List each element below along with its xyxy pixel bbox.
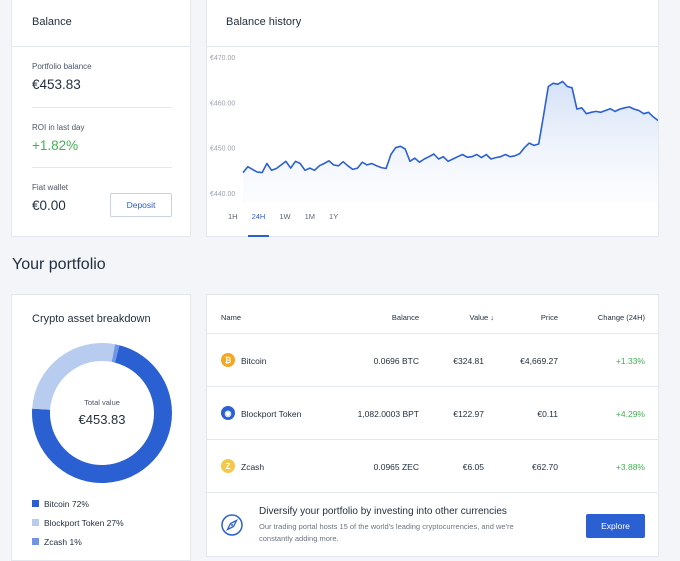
cell-price: €62.70 [532, 462, 558, 472]
tab-1m[interactable]: 1M [304, 212, 316, 221]
cell-change: +4.29% [615, 409, 645, 419]
portfolio-balance-label: Portfolio balance [32, 62, 92, 71]
asset-donut-chart: Total value €453.83 [32, 343, 173, 483]
tab-1y[interactable]: 1Y [329, 212, 339, 221]
cell-name: Zcash [241, 462, 265, 472]
promo-text: Our trading portal hosts 15 of the world… [259, 521, 514, 545]
legend-swatch [32, 519, 39, 526]
balance-history-title: Balance history [226, 16, 302, 28]
cell-balance: 0.0696 BTC [373, 356, 419, 366]
holdings-table: Name Balance Value ↓ Price Change (24H) … [206, 294, 659, 557]
col-change-header[interactable]: Change (24H) [597, 313, 645, 322]
tab-1h[interactable]: 1H [228, 212, 238, 221]
table-row[interactable]: ◉ Blockport Token 1,082.0003 BPT €122.97 €0.… [207, 386, 658, 439]
portfolio-heading: Your portfolio [12, 256, 106, 273]
promo-text-line: Our trading portal hosts 15 of the world… [259, 522, 514, 531]
divider [32, 107, 172, 108]
diversify-promo: Diversify your portfolio by investing in… [207, 492, 658, 556]
tab-1w[interactable]: 1W [279, 212, 291, 221]
time-range-tabs: 1H 24H 1W 1M 1Y [221, 212, 345, 237]
col-name-header[interactable]: Name [221, 313, 242, 322]
cell-balance: 0.0965 ZEC [373, 462, 419, 472]
cell-balance: 1,082.0003 BPT [357, 409, 419, 419]
cell-price: €4,669.27 [520, 356, 558, 366]
balance-title: Balance [32, 16, 72, 28]
fiat-wallet-label: Fiat wallet [32, 183, 69, 192]
legend-swatch [32, 500, 39, 507]
roi-label: ROI in last day [32, 123, 85, 132]
portfolio-balance-value: €453.83 [32, 77, 81, 92]
total-value: €453.83 [79, 412, 126, 427]
fiat-wallet-value: €0.00 [32, 198, 66, 213]
balance-history-card: Balance history €470.00 €460.00 €450.00 €44… [206, 0, 659, 237]
bitcoin-icon: ₿ [221, 353, 235, 367]
y-tick-label: €450.00 [210, 146, 235, 153]
y-tick-label: €460.00 [210, 100, 235, 107]
balance-history-chart: €470.00 €460.00 €450.00 €440.00 [210, 55, 658, 203]
promo-title: Diversify your portfolio by investing in… [259, 506, 507, 517]
cell-change: +3.88% [615, 462, 645, 472]
blockport-icon: ◉ [221, 406, 235, 420]
legend-item: Zcash 1% [32, 532, 124, 551]
table-row[interactable]: Z Zcash 0.0965 ZEC €6.05 €62.70 +3.88% [207, 439, 658, 492]
deposit-button[interactable]: Deposit [110, 193, 172, 217]
explore-button[interactable]: Explore [586, 514, 645, 538]
compass-icon [221, 514, 243, 536]
roi-section: ROI in last day +1.82% [32, 123, 172, 153]
asset-legend: Bitcoin 72% Blockport Token 27% Zcash 1% [32, 494, 124, 551]
legend-item: Bitcoin 72% [32, 494, 124, 513]
zcash-icon: Z [221, 459, 235, 473]
cell-value: €6.05 [462, 462, 484, 472]
cell-price: €0.11 [537, 409, 558, 419]
tab-24h[interactable]: 24H [245, 212, 273, 237]
total-value-label: Total value [84, 398, 120, 407]
balance-area [243, 81, 658, 203]
cell-value: €122.97 [453, 409, 484, 419]
asset-breakdown-title: Crypto asset breakdown [32, 313, 151, 325]
legend-label: Blockport Token 27% [44, 517, 124, 528]
y-tick-label: €470.00 [210, 55, 235, 62]
promo-text-line: constantly adding more. [259, 534, 339, 543]
legend-swatch [32, 538, 39, 545]
cell-name: Bitcoin [241, 356, 267, 366]
col-value-header[interactable]: Value ↓ [469, 313, 494, 322]
roi-value: +1.82% [32, 138, 79, 153]
cell-change: +1.33% [615, 356, 645, 366]
legend-item: Blockport Token 27% [32, 513, 124, 532]
cell-value: €324.81 [453, 356, 484, 366]
portfolio-balance-section: Portfolio balance €453.83 [32, 62, 172, 92]
col-balance-header[interactable]: Balance [391, 313, 419, 322]
divider [32, 167, 172, 168]
legend-label: Bitcoin 72% [44, 498, 89, 509]
y-tick-label: €440.00 [210, 191, 235, 198]
fiat-section: Fiat wallet €0.00 [32, 183, 172, 213]
cell-name: Blockport Token [241, 409, 302, 419]
legend-label: Zcash 1% [44, 536, 82, 547]
balance-card: Balance Portfolio balance €453.83 ROI in… [11, 0, 191, 237]
col-price-header[interactable]: Price [540, 313, 558, 322]
table-row[interactable]: ₿ Bitcoin 0.0696 BTC €324.81 €4,669.27 +1.33% [207, 333, 658, 386]
donut-slice-blockport-token [32, 343, 116, 410]
balance-line [242, 80, 658, 174]
donut-slice-zcash [111, 344, 120, 363]
asset-breakdown-card: Crypto asset breakdown Total value €453.… [11, 294, 191, 561]
